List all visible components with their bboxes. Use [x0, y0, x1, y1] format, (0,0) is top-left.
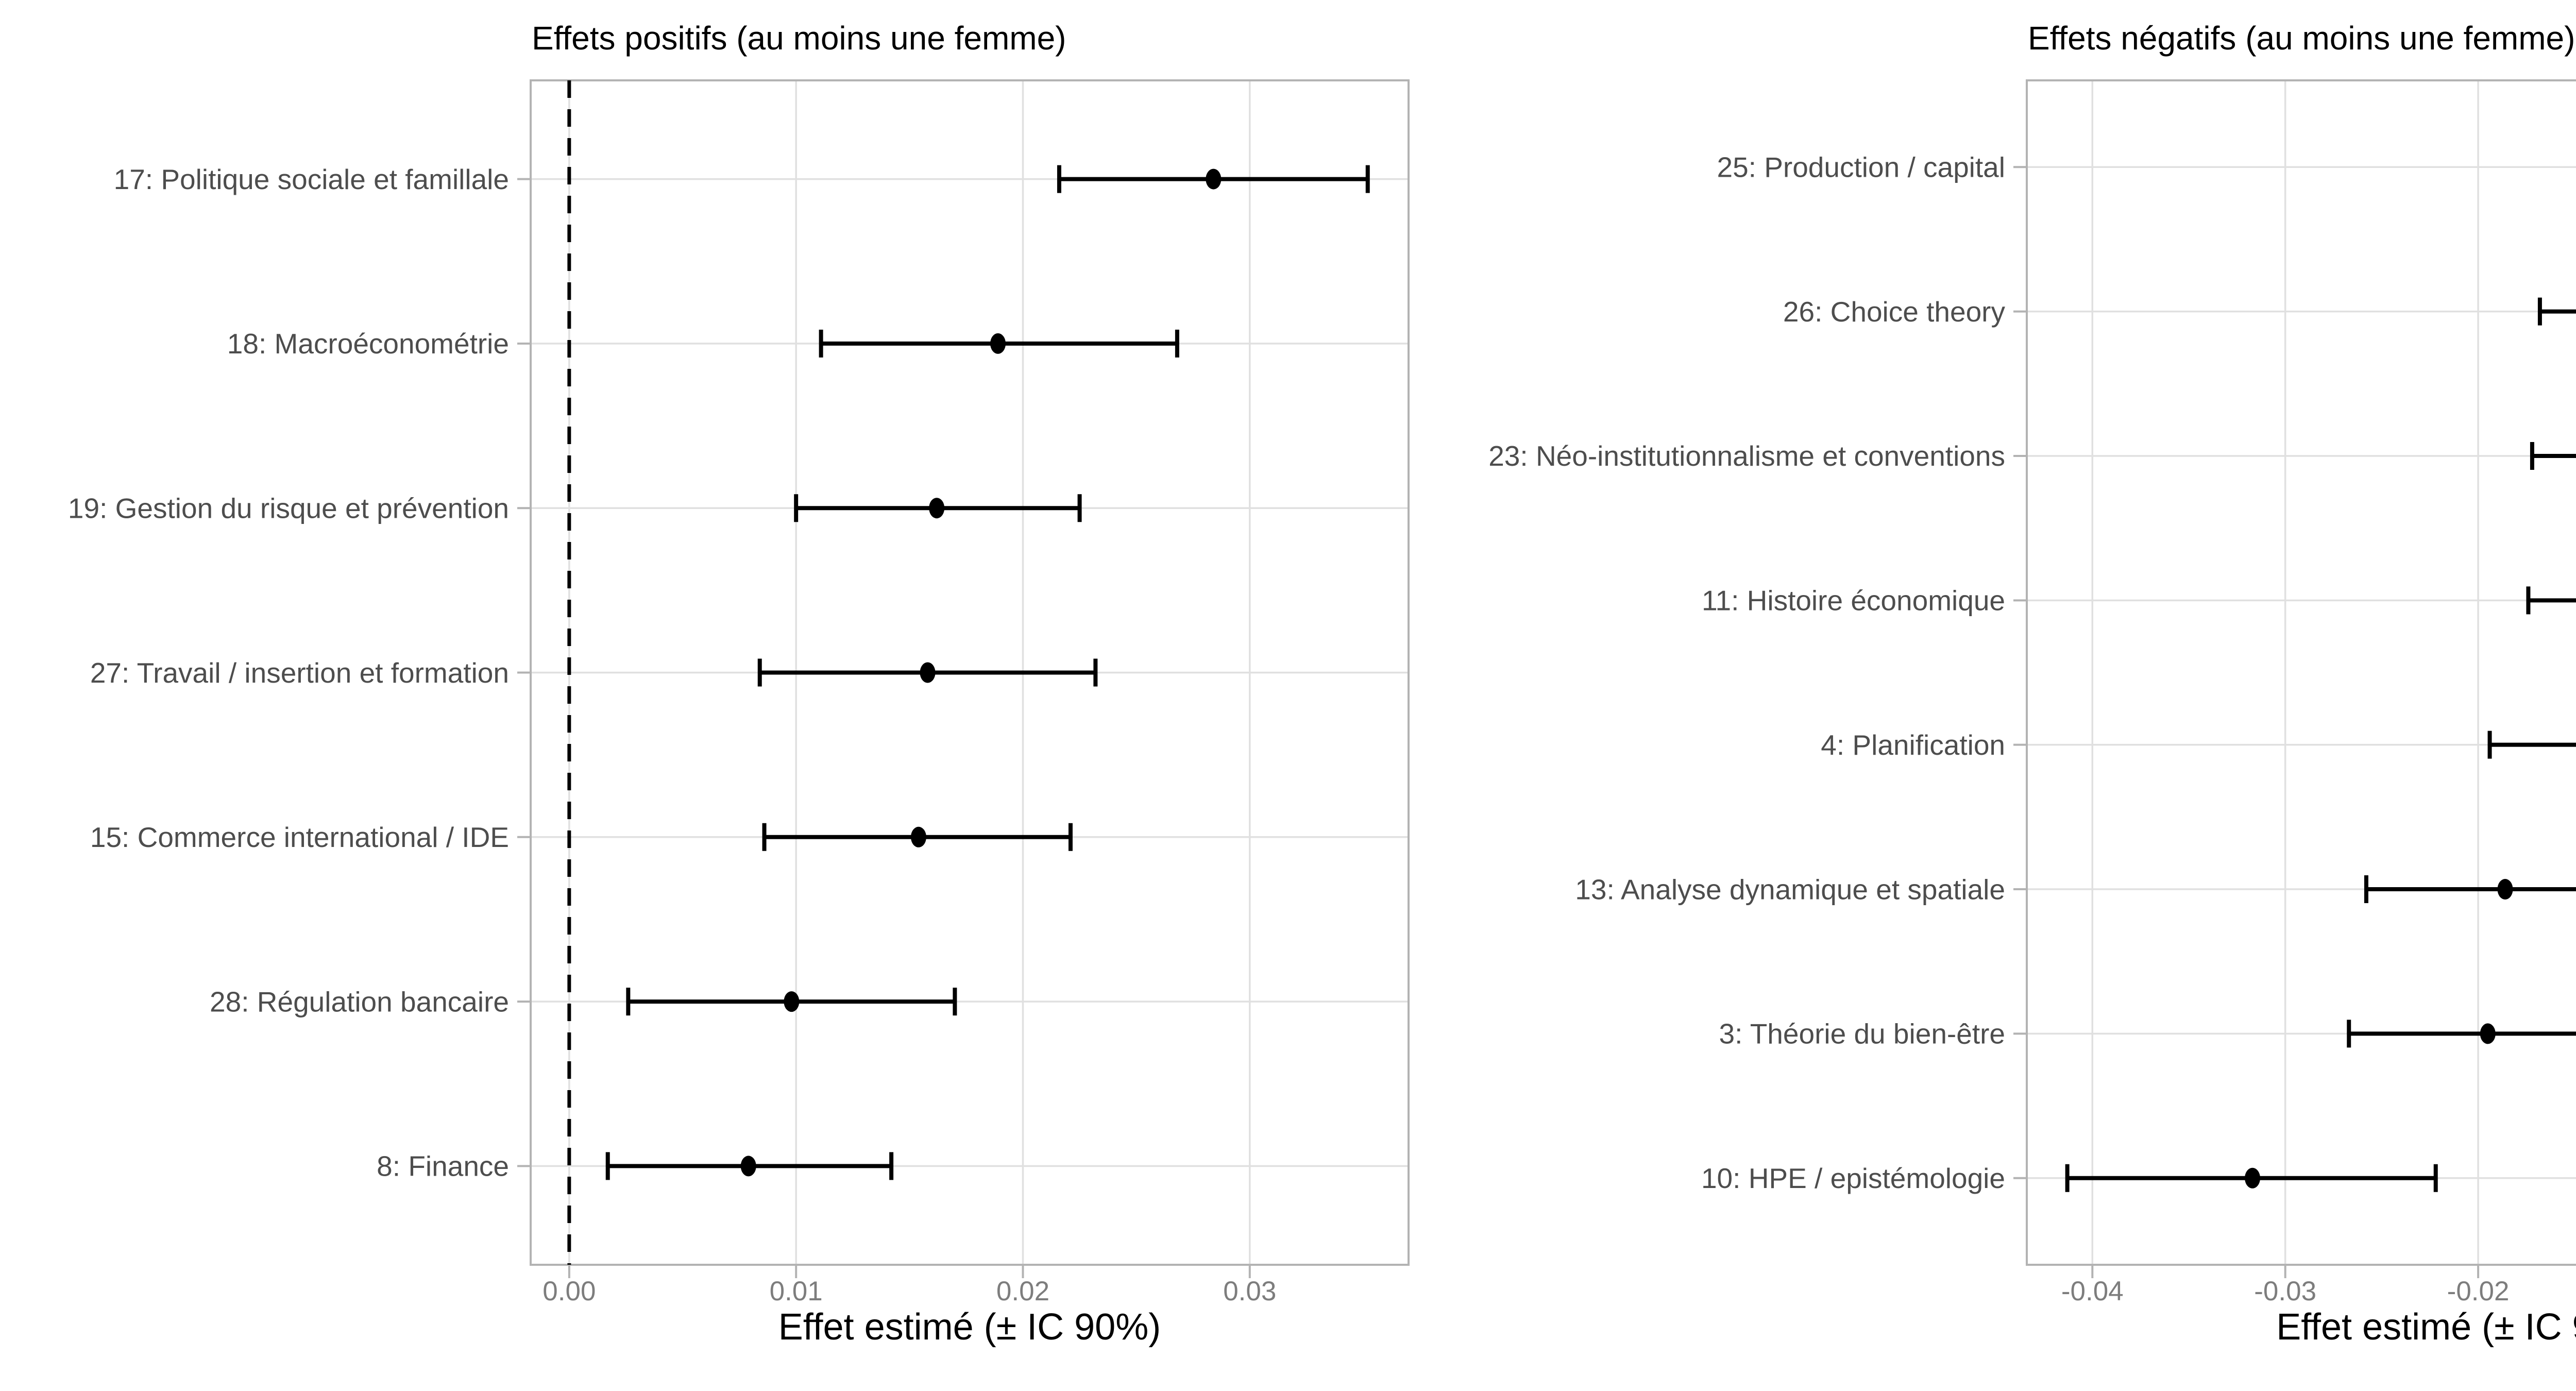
y-axis-label: 8: Finance — [377, 1150, 509, 1182]
estimate-row — [1057, 165, 1370, 193]
estimate-row — [2537, 297, 2576, 326]
y-axis-label: 19: Gestion du risque et prévention — [68, 492, 509, 524]
y-axis-label: 17: Politique sociale et famillale — [114, 163, 509, 195]
point-estimate — [990, 333, 1006, 354]
estimate-row — [819, 329, 1179, 358]
estimate-row — [757, 658, 1098, 687]
estimate-row — [2065, 1164, 2438, 1192]
estimate-row — [2364, 875, 2576, 904]
y-axis-label: 28: Régulation bancaire — [210, 986, 509, 1017]
point-estimate — [740, 1156, 756, 1177]
y-axis-label: 25: Production / capital — [1717, 151, 2005, 183]
panel-negative-effects: 25: Production / capital 26: Choice theor… — [1488, 20, 2576, 1348]
x-axis-tick-label: 0.01 — [770, 1276, 823, 1307]
y-axis-label: 27: Travail / insertion et formation — [90, 657, 509, 689]
panel-title-positive: Effets positifs (au moins une femme) — [532, 20, 1066, 57]
point-estimate — [910, 826, 926, 847]
y-axis-label: 18: Macroéconométrie — [227, 328, 509, 360]
point-estimate — [2480, 1023, 2496, 1044]
y-axis-label: 13: Analyse dynamique et spatiale — [1575, 873, 2005, 905]
panel-positive-effects: 17: Politique sociale et famillale 18: Ma… — [68, 20, 1410, 1348]
estimate-row — [2347, 1020, 2576, 1048]
estimate-row — [2530, 442, 2576, 470]
point-estimate — [2245, 1167, 2261, 1189]
x-axis-tick-label: 0.03 — [1223, 1276, 1276, 1307]
x-axis-title: Effet estimé (± IC 90%) — [2276, 1307, 2576, 1348]
point-estimate — [920, 662, 936, 683]
point-estimate — [2497, 879, 2513, 900]
y-axis-label: 26: Choice theory — [1783, 296, 2006, 328]
estimate-row — [762, 823, 1073, 851]
x-axis-tick-label: -0.02 — [2447, 1276, 2510, 1307]
x-axis-tick-label: 0.02 — [996, 1276, 1049, 1307]
point-estimate — [929, 498, 945, 519]
y-axis-label: 11: Histoire économique — [1702, 585, 2005, 617]
y-axis-label: 4: Planification — [1821, 729, 2005, 761]
estimate-row — [2487, 731, 2576, 759]
panel-title-negative: Effets négatifs (au moins une femme) — [2028, 20, 2575, 57]
estimate-row — [794, 494, 1082, 522]
point-estimate — [1206, 168, 1222, 190]
y-axis-label: 15: Commerce international / IDE — [90, 821, 509, 853]
x-axis-tick-label: 0.00 — [543, 1276, 596, 1307]
x-axis-tick-label: -0.04 — [2061, 1276, 2124, 1307]
x-axis-tick-label: -0.03 — [2254, 1276, 2316, 1307]
estimate-row — [605, 1152, 894, 1180]
y-axis-label: 3: Théorie du bien-être — [1719, 1018, 2005, 1050]
x-axis-title: Effet estimé (± IC 90%) — [778, 1307, 1161, 1348]
estimate-row — [626, 988, 957, 1016]
estimate-row — [2526, 586, 2576, 615]
y-axis-label: 10: HPE / epistémologie — [1701, 1162, 2005, 1194]
panel-border — [2026, 79, 2576, 1266]
y-axis-label: 23: Néo-institutionnalisme et convention… — [1488, 440, 2005, 472]
point-estimate — [784, 991, 800, 1012]
